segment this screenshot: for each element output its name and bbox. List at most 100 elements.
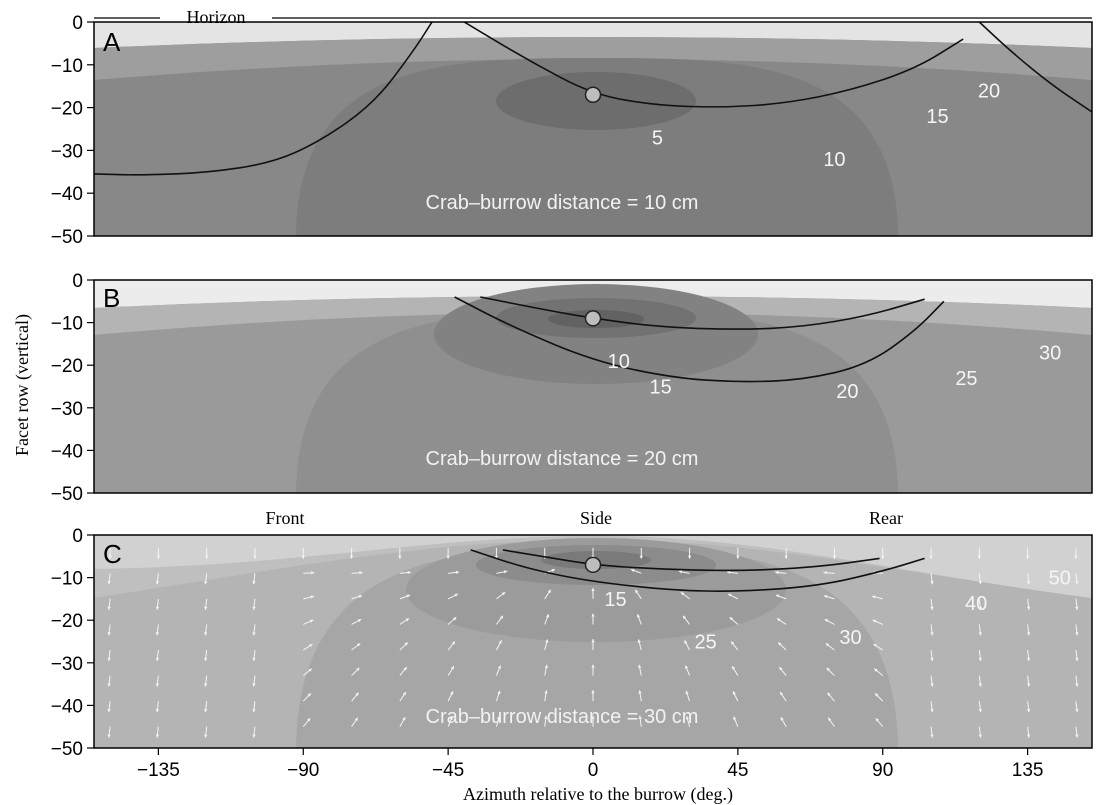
vector-arrow-head bbox=[825, 643, 830, 647]
vector-arrow-head bbox=[108, 555, 112, 559]
panel-c-y-tick-label: −40 bbox=[51, 696, 83, 717]
vector-arrow-head bbox=[875, 693, 879, 697]
panel-b-central-lobe bbox=[296, 310, 898, 493]
vector-arrow-head bbox=[204, 734, 208, 738]
panel-a-contour-10 bbox=[463, 22, 964, 108]
vector-arrow-head bbox=[204, 708, 208, 713]
vector-arrow-head bbox=[107, 683, 111, 687]
panel-b-label: B bbox=[103, 283, 120, 313]
vector-arrow-head bbox=[780, 691, 784, 696]
vector-arrow-head bbox=[407, 570, 411, 575]
vector-arrow-head bbox=[733, 716, 737, 721]
panel-b-y-tick-label: −10 bbox=[51, 314, 83, 335]
vector-arrow-head bbox=[358, 594, 363, 599]
horizon-label: Horizon bbox=[187, 7, 246, 27]
vector-arrow-head bbox=[107, 581, 111, 585]
x-tick-label: −90 bbox=[287, 760, 319, 781]
vector-arrow-head bbox=[591, 639, 595, 643]
vector-arrow-head bbox=[591, 715, 595, 719]
panel-c-y-tick-label: −20 bbox=[51, 611, 83, 632]
vector-arrow-head bbox=[823, 571, 827, 575]
panel-a-y-tick-label: −50 bbox=[51, 227, 83, 248]
vector-arrow-head bbox=[780, 717, 784, 721]
vector-arrow-head bbox=[684, 640, 688, 644]
vector-arrow-head bbox=[204, 683, 208, 687]
vector-arrow-head bbox=[496, 716, 501, 720]
vector-arrow-head bbox=[356, 667, 360, 672]
vector-arrow-head bbox=[402, 717, 406, 721]
vector-arrow-head bbox=[405, 618, 409, 622]
y-axis-label: Facet row (vertical) bbox=[12, 314, 33, 456]
vector-arrow-head bbox=[827, 692, 831, 697]
x-tick-label: 90 bbox=[872, 760, 893, 781]
panel-a-y-tick-label: −40 bbox=[51, 184, 83, 205]
panel-c-annotation: Crab–burrow distance = 30 cm bbox=[426, 706, 699, 728]
panel-a-y-tick-label: −30 bbox=[51, 141, 83, 162]
panel-b-burrow-marker bbox=[584, 310, 602, 327]
panel-c-label: C bbox=[103, 539, 122, 569]
panel-b-contour-label: 10 bbox=[608, 351, 630, 373]
panel-a-y-tick-label: −20 bbox=[51, 99, 83, 120]
vector-arrow-head bbox=[591, 613, 595, 617]
panel-c-burrow-marker bbox=[584, 556, 602, 574]
vector-arrow-head bbox=[779, 667, 783, 671]
vector-arrow-head bbox=[874, 668, 878, 672]
vector-arrow-head bbox=[307, 693, 311, 697]
vector-arrow-head bbox=[301, 555, 305, 559]
vector-arrow-head bbox=[682, 615, 687, 620]
vector-arrow-head bbox=[873, 644, 877, 648]
vector-arrow-head bbox=[398, 555, 402, 559]
vector-arrow-head bbox=[349, 555, 354, 559]
vector-arrow-head bbox=[978, 683, 982, 687]
vector-arrow-head bbox=[497, 665, 501, 669]
vector-arrow-head bbox=[309, 644, 313, 648]
vector-arrow-head bbox=[252, 708, 256, 713]
vector-arrow-head bbox=[446, 555, 450, 559]
vector-arrow-head bbox=[685, 665, 689, 669]
vector-arrow-head bbox=[252, 581, 256, 585]
vector-arrow-head bbox=[155, 657, 160, 662]
vector-arrow-head bbox=[977, 555, 982, 559]
panel-b-y-tick-label: −20 bbox=[51, 356, 83, 377]
vector-arrow-head bbox=[501, 592, 506, 596]
vector-arrow-head bbox=[356, 643, 361, 647]
vector-arrow-head bbox=[545, 639, 549, 643]
vector-arrow-head bbox=[638, 715, 642, 720]
panel-b-contour-20 bbox=[454, 296, 945, 383]
panel-b-y-tick-label: −50 bbox=[51, 484, 83, 505]
vector-arrow-head bbox=[1026, 657, 1031, 662]
vector-arrow-head bbox=[930, 734, 934, 738]
vector-arrow-head bbox=[778, 642, 782, 646]
panel-a-contour-label: 15 bbox=[926, 106, 948, 128]
vector-arrow-head bbox=[930, 606, 934, 610]
vector-arrow-head bbox=[403, 667, 407, 671]
panel-a-central-lobe bbox=[296, 58, 898, 236]
vector-arrow-head bbox=[449, 716, 453, 721]
panel-b-frame bbox=[93, 279, 1093, 494]
x-axis-label: Azimuth relative to the burrow (deg.) bbox=[463, 784, 733, 805]
vector-arrow-head bbox=[252, 683, 256, 687]
vector-arrow-head bbox=[978, 657, 982, 662]
vector-arrow-head bbox=[824, 619, 829, 623]
panel-c-y-tick-label: −10 bbox=[51, 569, 83, 590]
vector-arrow-head bbox=[881, 555, 885, 559]
vector-arrow-head bbox=[732, 666, 736, 670]
panel-b-upper-band bbox=[94, 296, 1092, 335]
vector-arrow-head bbox=[637, 639, 641, 643]
vector-arrow-head bbox=[1026, 708, 1031, 713]
panel-b-y-tick-label: −40 bbox=[51, 441, 83, 462]
vector-arrow-head bbox=[406, 594, 411, 598]
vector-arrow-head bbox=[591, 664, 595, 668]
x-tick-label: 0 bbox=[588, 760, 599, 781]
panel-b-contour-label: 20 bbox=[836, 381, 858, 403]
vector-arrow-head bbox=[544, 664, 548, 669]
direction-label-rear: Rear bbox=[869, 508, 903, 528]
panel-c-y-tick-label: −30 bbox=[51, 654, 83, 675]
vector-arrow-head bbox=[732, 691, 736, 695]
vector-arrow-head bbox=[1075, 581, 1079, 585]
vector-arrow-head bbox=[1026, 734, 1031, 738]
vector-arrow-head bbox=[155, 606, 160, 610]
vector-arrow-head bbox=[685, 716, 690, 720]
vector-arrow-head bbox=[1025, 555, 1030, 559]
vector-arrow-head bbox=[359, 571, 363, 575]
